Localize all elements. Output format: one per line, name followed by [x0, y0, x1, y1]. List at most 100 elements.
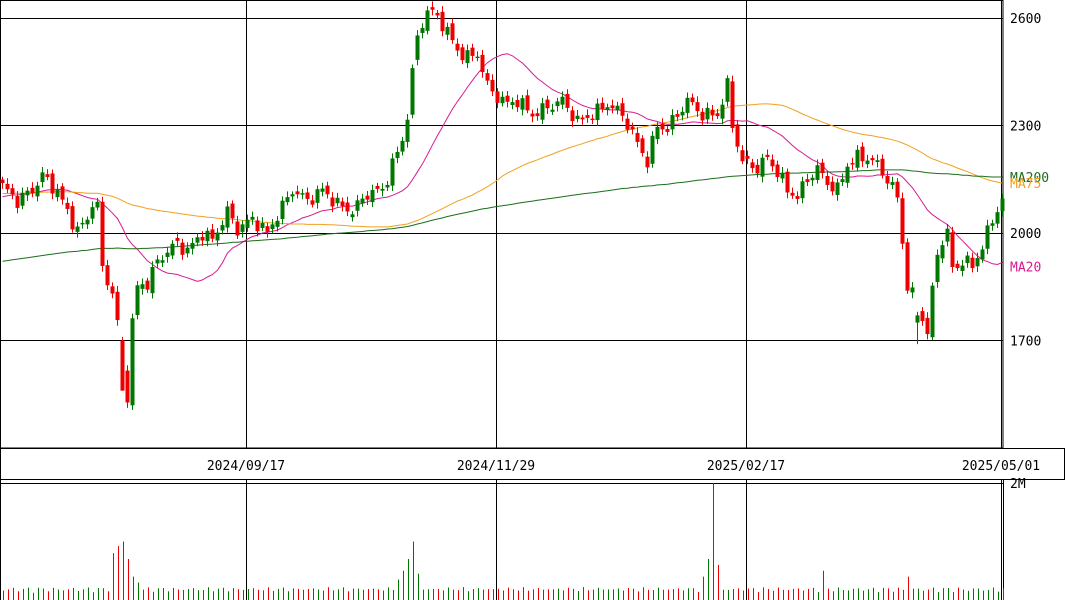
candle-body: [710, 109, 715, 116]
candle-body: [675, 113, 680, 117]
candle-body: [270, 224, 275, 230]
candle-body: [935, 254, 940, 283]
candle-body: [105, 265, 110, 286]
candle-body: [360, 198, 365, 204]
candle-body: [875, 160, 880, 162]
candle-body: [110, 286, 115, 294]
candle-body: [420, 27, 425, 33]
candle-body: [515, 99, 520, 108]
candle-body: [545, 99, 550, 109]
candle-body: [895, 181, 900, 198]
candle-body: [825, 175, 830, 185]
candle-body: [1000, 198, 1005, 212]
candle-body: [160, 260, 165, 263]
candle-body: [725, 78, 730, 102]
ma200-label: MA200: [1010, 171, 1049, 186]
candle-body: [745, 155, 750, 159]
candle-body: [340, 201, 345, 207]
candle-body: [40, 172, 45, 183]
candle-body: [380, 188, 385, 191]
candle-body: [60, 186, 65, 200]
candle-body: [135, 285, 140, 316]
price-tick-label: 2600: [1010, 12, 1041, 27]
candle-body: [315, 189, 320, 203]
candle-body: [920, 311, 925, 322]
candle-body: [165, 252, 170, 257]
candle-body: [385, 184, 390, 188]
candle-body: [280, 200, 285, 219]
price-tick-label: 1700: [1010, 334, 1041, 349]
candle-body: [600, 102, 605, 109]
candle-body: [965, 255, 970, 264]
candle-body: [865, 160, 870, 165]
candle-body: [245, 219, 250, 228]
candle-body: [985, 225, 990, 249]
candle-body: [485, 73, 490, 81]
candle-body: [240, 224, 245, 232]
candle-body: [590, 118, 595, 121]
candle-body: [260, 222, 265, 228]
candle-body: [820, 162, 825, 174]
candle-body: [190, 242, 195, 249]
candle-body: [415, 35, 420, 60]
candle-body: [955, 263, 960, 269]
candle-body: [510, 102, 515, 106]
candle-body: [15, 196, 20, 208]
candle-body: [520, 98, 525, 110]
date-tick-label: 2025/05/01: [962, 459, 1040, 474]
candle-body: [815, 165, 820, 180]
candle-body: [750, 162, 755, 169]
candle-body: [115, 291, 120, 321]
candle-body: [205, 230, 210, 242]
candle-body: [990, 223, 995, 226]
candle-body: [10, 188, 15, 195]
candle-body: [540, 103, 545, 120]
candle-body: [945, 228, 950, 242]
candle-body: [735, 124, 740, 147]
candle-body: [495, 91, 500, 103]
candle-body: [595, 103, 600, 121]
candle-body: [255, 220, 260, 232]
candle-body: [490, 79, 495, 92]
volume-axis: 2M: [1010, 477, 1026, 492]
candle-body: [50, 173, 55, 194]
ma20-line: [2, 53, 1003, 282]
candle-body: [75, 226, 80, 232]
candle-body: [225, 206, 230, 228]
ma20-label: MA20: [1010, 260, 1041, 275]
candle-body: [740, 150, 745, 162]
candle-body: [480, 54, 485, 73]
candle-body: [90, 207, 95, 219]
ma200-line: [2, 169, 1003, 262]
candle-body: [560, 96, 565, 105]
candle-body: [435, 12, 440, 16]
candle-body: [130, 318, 135, 406]
candle-body: [840, 179, 845, 183]
candle-body: [720, 104, 725, 119]
candle-body: [150, 267, 155, 294]
candle-body: [390, 158, 395, 186]
candle-body: [925, 317, 930, 335]
candle-body: [630, 126, 635, 130]
candle-body: [645, 156, 650, 168]
candle-body: [550, 109, 555, 112]
candle-body: [325, 185, 330, 195]
volume-grid: [0, 480, 1004, 600]
candle-body: [465, 50, 470, 64]
candle-body: [655, 126, 660, 140]
candle-body: [365, 195, 370, 200]
candle-body: [220, 225, 225, 231]
candle-body: [405, 119, 410, 142]
candle-body: [575, 115, 580, 119]
price-axis: 2600 2300 2000 1700: [1010, 12, 1041, 350]
price-tick-label: 2300: [1010, 119, 1041, 134]
candle-body: [470, 47, 475, 56]
candle-body: [620, 103, 625, 116]
candle-body: [950, 232, 955, 268]
candle-body: [635, 132, 640, 142]
candle-body: [290, 194, 295, 197]
candle-body: [345, 202, 350, 212]
candle-body: [265, 226, 270, 232]
candle-body: [5, 183, 10, 190]
candle-body: [810, 177, 815, 181]
